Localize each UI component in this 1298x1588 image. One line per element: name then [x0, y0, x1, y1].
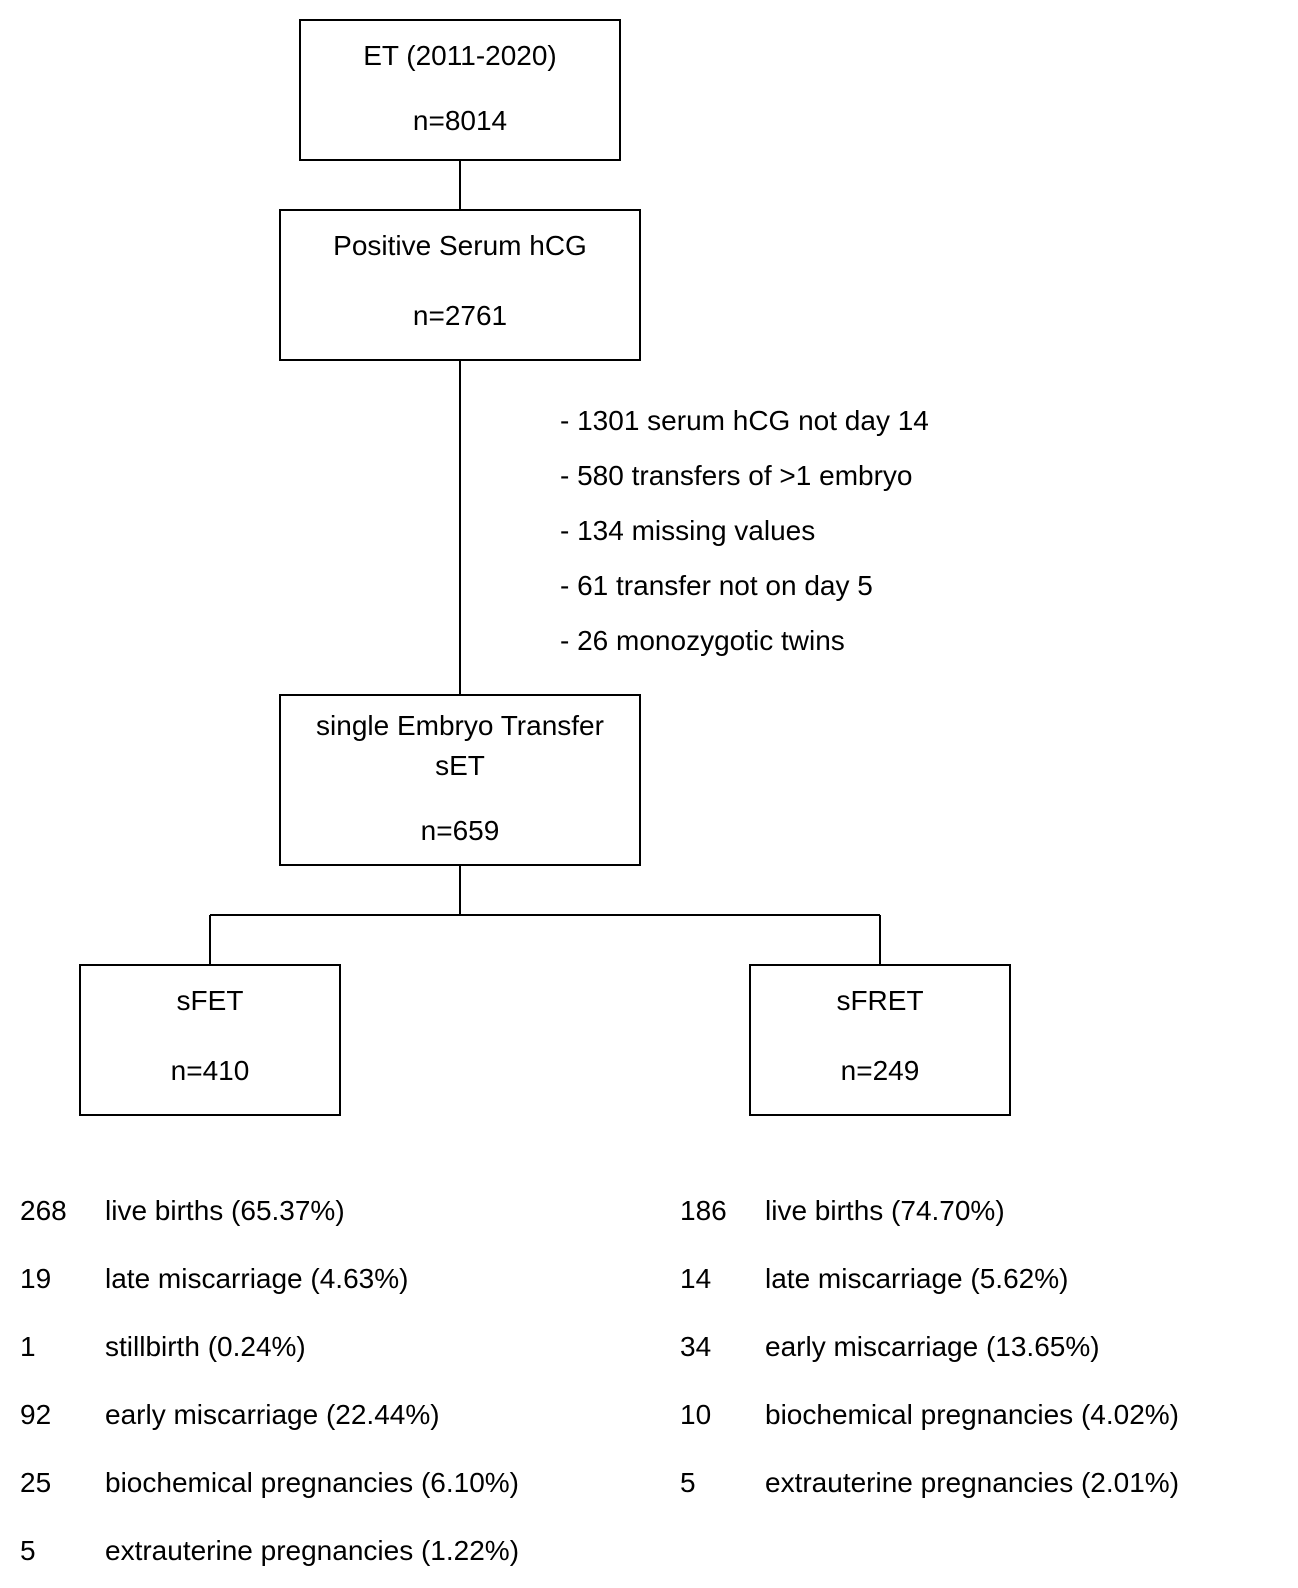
outcome-label: biochemical pregnancies (4.02%): [765, 1399, 1179, 1430]
flowchart-diagram: ET (2011-2020) n=8014 Positive Serum hCG…: [0, 0, 1298, 1588]
outcome-label: extrauterine pregnancies (1.22%): [105, 1535, 519, 1566]
outcome-label: late miscarriage (5.62%): [765, 1263, 1068, 1294]
node-sfret-line1: sFRET: [836, 985, 923, 1016]
exclusion-item: - 134 missing values: [560, 515, 815, 546]
outcome-count: 25: [20, 1467, 51, 1498]
node-et-line1: ET (2011-2020): [363, 40, 557, 71]
outcome-count: 1: [20, 1331, 36, 1362]
outcome-count: 19: [20, 1263, 51, 1294]
outcome-label: biochemical pregnancies (6.10%): [105, 1467, 519, 1498]
node-sfret-line2: n=249: [841, 1055, 920, 1086]
exclusion-item: - 61 transfer not on day 5: [560, 570, 873, 601]
exclusion-list: - 1301 serum hCG not day 14 - 580 transfe…: [560, 405, 929, 656]
node-hcg-line2: n=2761: [413, 300, 507, 331]
outcome-count: 5: [20, 1535, 36, 1566]
node-set-line1: single Embryo Transfer: [316, 710, 604, 741]
outcome-label: early miscarriage (22.44%): [105, 1399, 440, 1430]
exclusion-item: - 580 transfers of >1 embryo: [560, 460, 913, 491]
outcome-count: 92: [20, 1399, 51, 1430]
node-sfet-line2: n=410: [171, 1055, 250, 1086]
outcome-count: 186: [680, 1195, 727, 1226]
outcome-label: live births (74.70%): [765, 1195, 1005, 1226]
node-hcg-line1: Positive Serum hCG: [333, 230, 587, 261]
node-set-line3: n=659: [421, 815, 500, 846]
outcome-count: 14: [680, 1263, 711, 1294]
outcome-count: 10: [680, 1399, 711, 1430]
sfet-outcomes-list: 268 live births (65.37%) 19 late miscarriag…: [20, 1195, 519, 1566]
outcome-count: 34: [680, 1331, 711, 1362]
outcome-count: 5: [680, 1467, 696, 1498]
node-et-line2: n=8014: [413, 105, 507, 136]
exclusion-item: - 26 monozygotic twins: [560, 625, 845, 656]
outcome-label: late miscarriage (4.63%): [105, 1263, 408, 1294]
node-set-line2: sET: [435, 750, 485, 781]
sfret-outcomes-list: 186 live births (74.70%) 14 late miscarriag…: [680, 1195, 1179, 1498]
exclusion-item: - 1301 serum hCG not day 14: [560, 405, 929, 436]
node-sfet-line1: sFET: [177, 985, 244, 1016]
outcome-count: 268: [20, 1195, 67, 1226]
outcome-label: live births (65.37%): [105, 1195, 345, 1226]
outcome-label: extrauterine pregnancies (2.01%): [765, 1467, 1179, 1498]
outcome-label: stillbirth (0.24%): [105, 1331, 306, 1362]
outcome-label: early miscarriage (13.65%): [765, 1331, 1100, 1362]
